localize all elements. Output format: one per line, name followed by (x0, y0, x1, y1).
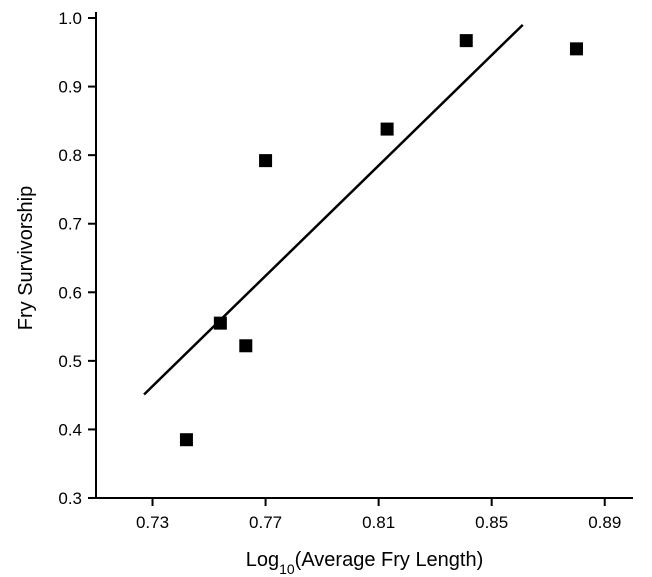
data-point-square (179, 433, 193, 447)
y-tick-label: 0.7 (58, 215, 82, 234)
data-point-square (459, 34, 473, 48)
x-axis-title-prefix: Log (246, 549, 279, 571)
x-tick-label: 0.85 (475, 513, 508, 532)
fit-line-layer (143, 23, 524, 396)
x-axis-title: Log10(Average Fry Length) (246, 549, 484, 577)
data-point-square (213, 316, 227, 330)
data-point-square (239, 339, 253, 353)
y-tick-label: 0.5 (58, 352, 82, 371)
y-tick-label: 1.0 (58, 9, 82, 28)
data-point-square (259, 154, 273, 168)
data-point-square (569, 42, 583, 56)
x-axis-ticks: 0.73 0.77 0.81 0.85 0.89 (136, 498, 621, 532)
regression-line (143, 23, 524, 396)
y-tick-label: 0.6 (58, 283, 82, 302)
y-tick-label: 0.3 (58, 489, 82, 508)
x-axis-title-suffix: (Average Fry Length) (295, 549, 484, 571)
x-tick-label: 0.89 (588, 513, 621, 532)
x-tick-label: 0.73 (136, 513, 169, 532)
data-point-square (380, 122, 394, 136)
x-axis-title-subscript: 10 (279, 561, 295, 577)
y-tick-label: 0.4 (58, 420, 82, 439)
data-points (179, 34, 583, 447)
y-axis-ticks: 0.3 0.4 0.5 0.6 0.7 0.8 0.9 1.0 (58, 9, 96, 508)
x-tick-label: 0.81 (362, 513, 395, 532)
y-axis-title: Fry Survivorship (15, 186, 37, 330)
x-tick-label: 0.77 (249, 513, 282, 532)
y-tick-label: 0.9 (58, 78, 82, 97)
y-tick-label: 0.8 (58, 146, 82, 165)
